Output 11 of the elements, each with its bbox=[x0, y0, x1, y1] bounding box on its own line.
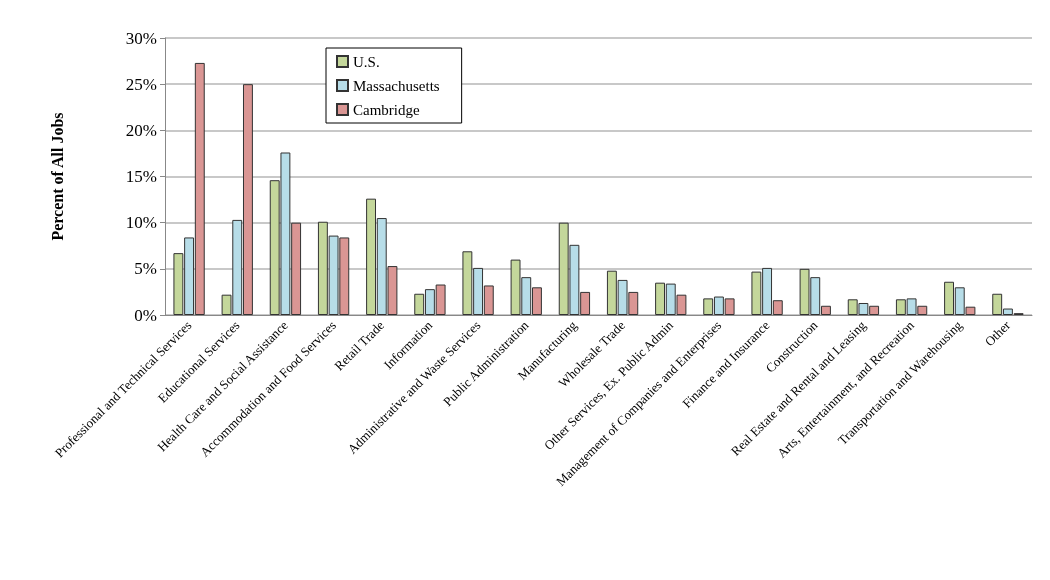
y-tick-label: 30% bbox=[125, 28, 157, 48]
y-tick-label: 10% bbox=[125, 213, 157, 233]
y-tick-label: 25% bbox=[125, 74, 157, 94]
y-tick-label: 20% bbox=[125, 120, 157, 140]
legend-label: Massachusetts bbox=[353, 77, 440, 94]
legend-label: U.S. bbox=[353, 53, 380, 70]
y-tick-label: 5% bbox=[134, 259, 157, 279]
y-axis-title: Percent of All Jobs bbox=[48, 112, 66, 241]
y-tick-label: 0% bbox=[134, 305, 157, 325]
y-tick-label: 15% bbox=[125, 167, 157, 186]
legend-label: Cambridge bbox=[353, 101, 420, 118]
